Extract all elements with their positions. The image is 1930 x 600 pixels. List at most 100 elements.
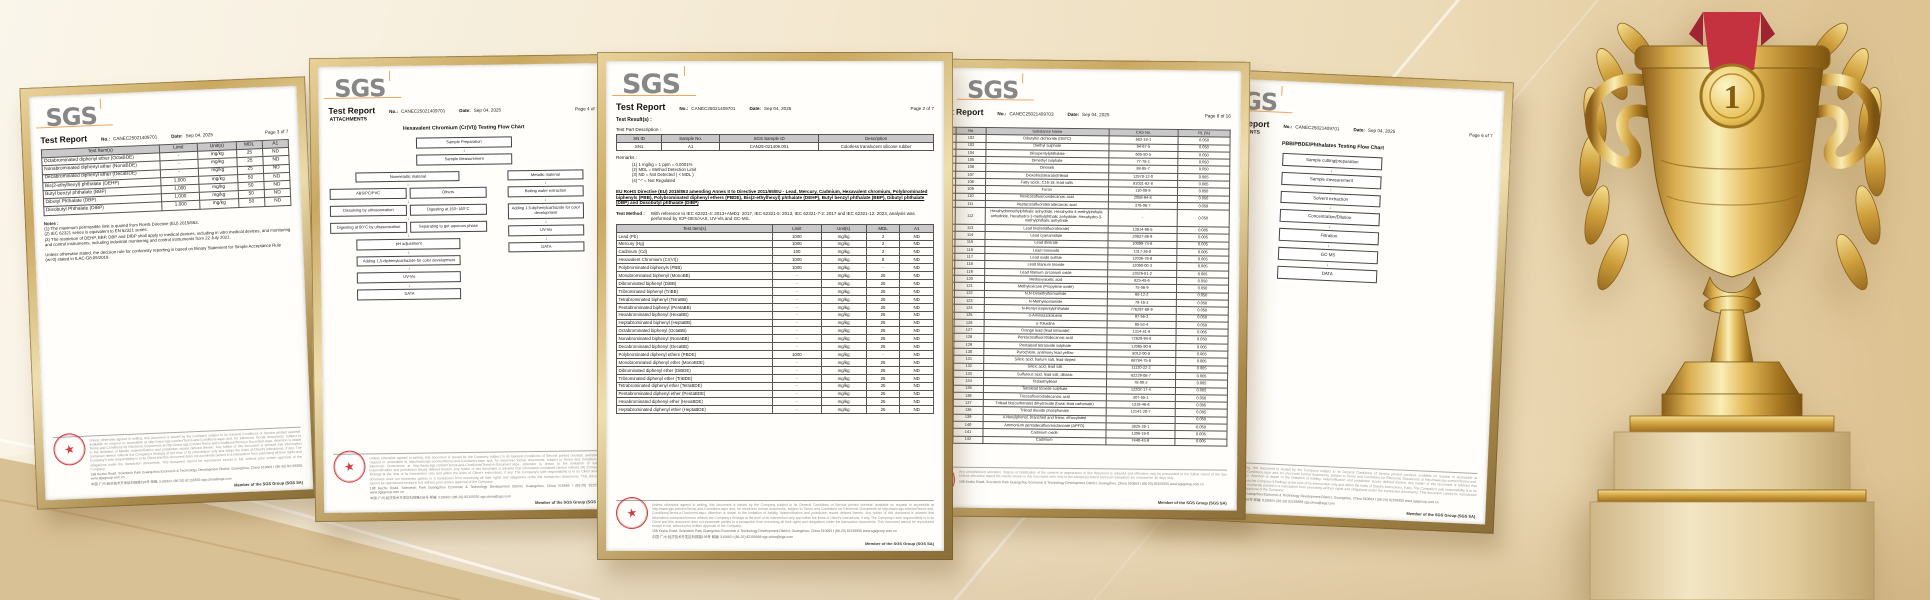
- table-row: Heptabrominated diphenyl ether (HeptaBDE…: [615, 405, 934, 415]
- table-cell: 1,000: [161, 200, 201, 211]
- table-row: Decabrominated biphenyl (DecaBB) - mg/kg 25…: [615, 342, 934, 352]
- member-line: Member of the SGS Group (SGS SA): [865, 541, 934, 546]
- pedestal-top: [1629, 415, 1835, 433]
- table-cell: 2: [865, 231, 901, 241]
- table-cell: -: [865, 350, 901, 359]
- table-cell: ND: [899, 310, 934, 320]
- report-title: Test Report: [40, 133, 88, 146]
- trophy-handle-icon: [1585, 73, 1653, 169]
- pedestal-block: [1613, 431, 1851, 491]
- table-cell: mg/kg: [820, 381, 867, 391]
- table-row: Polybrominated diphenyl ethers (PBDE) 100…: [615, 350, 934, 359]
- table-cell: mg/kg: [820, 310, 867, 320]
- table-cell: Monobrominated biphenyl (MonoBB): [615, 271, 774, 281]
- table-cell: Polybrominated biphenyls (PBB): [615, 263, 774, 273]
- date-label: Date:: [749, 106, 761, 111]
- red-stamp: ★: [330, 447, 369, 486]
- table-cell: 1000: [772, 350, 822, 359]
- footer: ★ Unless otherwise agreed in writing, th…: [613, 494, 934, 546]
- table-cell: Dibrominated diphenyl ether (DiBDE): [615, 365, 774, 375]
- table-row: Tribrominated biphenyl (TriBB) - mg/kg 25 ND: [615, 286, 934, 296]
- table-cell: mg/kg: [820, 279, 867, 288]
- report-number: CANEC25021409701: [401, 108, 446, 114]
- test-method-text: With reference to IEC 62321-4: 2013+AMD1…: [650, 211, 915, 222]
- table-cell: -: [772, 334, 822, 344]
- column-header: Limit: [772, 223, 822, 233]
- date-label: Date:: [1067, 111, 1080, 118]
- table-cell: CAN25-021409.001: [719, 141, 820, 151]
- data-table: Test Item(s) Limit Unit(s) MDL A1 Octabromina…: [41, 139, 292, 216]
- table-cell: ND: [899, 381, 934, 391]
- trophy-cup: [1641, 67, 1824, 278]
- flow-box: DATA: [357, 288, 462, 301]
- address-line: 198 Kezhu Road, Scientech Park Guangzhou…: [652, 529, 897, 534]
- table-cell: Heptabrominated diphenyl ether (HeptaBDE…: [615, 405, 774, 415]
- report-date: Sep 04, 2025: [473, 107, 502, 113]
- trophy-base: [1664, 361, 1800, 395]
- certificate-3: SGS Test Report No.: CANEC25021409701 Da…: [597, 52, 953, 560]
- table-cell: -: [772, 357, 822, 367]
- table-cell: 25: [865, 389, 901, 399]
- table-row: Dibrominated diphenyl ether (DiBDE) - mg/k…: [615, 365, 934, 375]
- table-cell: 25: [865, 357, 901, 367]
- table-cell: Cadmium (Cd): [615, 247, 774, 257]
- column-header: Sample No.: [661, 134, 721, 143]
- address-line: 198 Kezhu Road, Scientech Park Guangzhou…: [958, 479, 1204, 487]
- table-cell: ND: [899, 231, 934, 241]
- pedestal-trim: [1597, 489, 1867, 503]
- certificate-3-paper: SGS Test Report No.: CANEC25021409701 Da…: [606, 61, 944, 551]
- table-cell: -: [772, 279, 822, 288]
- table-cell: ND: [899, 318, 934, 328]
- results-table: Test Item(s) Limit Unit(s) MDL A1 Lead (Pb) 10…: [615, 223, 934, 415]
- table-cell: ND: [899, 397, 934, 407]
- table-cell: Hexahydromethylphthalic anhydride, Hexah…: [984, 207, 1109, 226]
- table-cell: ND: [899, 334, 934, 344]
- table-cell: ND: [899, 365, 934, 375]
- table-cell: Hexabrominated biphenyl (HexaBB): [615, 310, 774, 320]
- table-cell: mg/kg: [820, 334, 867, 344]
- column-header: A1: [899, 223, 934, 233]
- table-cell: 25: [865, 310, 901, 320]
- table-cell: Hexavalent Chromium (Cr(VI)): [615, 255, 774, 265]
- sgs-logo-text: SGS: [611, 66, 697, 100]
- table-row: Monobrominated biphenyl (MonoBB) - mg/kg 25…: [615, 271, 934, 281]
- flow-box: Dissolving by ultrasonication: [329, 205, 407, 217]
- footer: ★ Unless otherwise agreed in writing, th…: [330, 447, 605, 508]
- table-row: Tribrominated diphenyl ether (TriBDE) - mg…: [615, 373, 934, 383]
- test-results-label: Test Result(s) :: [616, 117, 652, 123]
- table-cell: mg/kg: [820, 365, 867, 375]
- footer: ★ Any unauthorized alteration, forgery o…: [920, 460, 1228, 506]
- column-header: MDL: [865, 223, 901, 233]
- table-cell: 25: [865, 334, 901, 344]
- remarks-block: (1) 1 mg/kg = 1 ppm = 0.0001% (2) MDL = …: [632, 162, 934, 184]
- report-page: Page 2 of 7: [910, 106, 935, 111]
- table-cell: Pentabrominated diphenyl ether (PentaBDE…: [615, 389, 774, 399]
- column-header: Description: [818, 134, 934, 143]
- table-cell: ND: [899, 294, 934, 304]
- no-label: No.:: [1283, 123, 1293, 130]
- table-cell: 2: [865, 247, 901, 257]
- table-cell: -: [772, 381, 822, 391]
- table-cell: -: [772, 294, 822, 304]
- table-cell: -: [772, 271, 822, 281]
- table-cell: 25: [865, 405, 901, 415]
- report-page: Page 3 of 7: [264, 128, 289, 135]
- rohs-directive-heading: EU RoHS Directive (EU) 2015/863 amending…: [616, 189, 928, 206]
- table-cell: 25: [865, 318, 901, 328]
- table-cell: 8: [865, 255, 901, 265]
- report-date: Sep 04, 2025: [185, 132, 214, 139]
- sgs-logo-text: SGS: [966, 75, 1019, 105]
- report-title: Test Report: [616, 102, 666, 112]
- certificate-2: SGS Test Report No.: CANEC25021409701 Da…: [308, 53, 624, 523]
- column-header: Test Item(s): [615, 223, 774, 233]
- sgs-logo: SGS: [966, 75, 1231, 106]
- table-cell: -: [772, 318, 822, 328]
- test-method-label: Test Method :: [616, 211, 645, 216]
- table-cell: -: [1107, 209, 1178, 227]
- remark-line: (3) ND = Not Detected ( < MDL ): [632, 172, 694, 178]
- ribbon-icon: [1761, 12, 1775, 46]
- table-cell: 112: [955, 207, 986, 225]
- certificate-4: SGS Test Report No.: CANEC25021409703 Da…: [903, 58, 1251, 520]
- ribbon-icon: [1703, 12, 1761, 70]
